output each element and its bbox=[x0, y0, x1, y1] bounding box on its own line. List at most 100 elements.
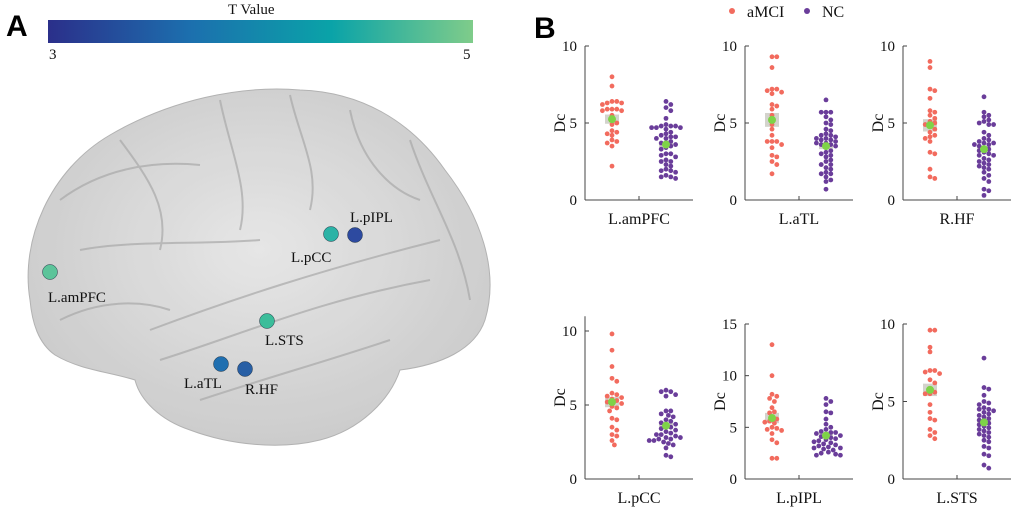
mean-marker bbox=[768, 115, 776, 124]
data-point-nc bbox=[673, 123, 678, 129]
brain-render: L.amPFC L.pCC L.pIPL L.STS L.aTL R.HF bbox=[27, 88, 491, 446]
data-point-nc bbox=[981, 414, 987, 420]
data-point-nc bbox=[991, 152, 996, 158]
data-point-nc bbox=[658, 426, 664, 432]
data-point-nc bbox=[663, 166, 669, 172]
data-point-nc bbox=[658, 132, 664, 138]
data-point-amci bbox=[614, 120, 620, 126]
data-point-amci bbox=[614, 427, 620, 433]
data-point-amci bbox=[609, 432, 615, 437]
data-point-nc bbox=[668, 168, 674, 174]
data-point-nc bbox=[663, 126, 669, 132]
data-point-nc bbox=[981, 156, 987, 161]
data-point-nc bbox=[673, 176, 678, 181]
data-point-amci bbox=[922, 391, 928, 397]
y-tick-label: 5 bbox=[730, 420, 738, 436]
data-point-nc bbox=[678, 125, 683, 131]
data-point-nc bbox=[986, 430, 992, 435]
data-point-amci bbox=[932, 368, 938, 373]
data-point-nc bbox=[670, 442, 676, 448]
mean-marker bbox=[822, 142, 830, 151]
brain-node bbox=[347, 227, 363, 243]
data-point-amci bbox=[769, 65, 775, 70]
panel-b-label: B bbox=[534, 12, 556, 45]
data-point-nc bbox=[663, 417, 669, 423]
data-point-amci bbox=[604, 393, 610, 399]
data-point-nc bbox=[668, 174, 674, 180]
data-point-amci bbox=[772, 420, 777, 426]
data-point-amci bbox=[927, 174, 933, 180]
data-point-nc bbox=[823, 402, 829, 407]
data-point-nc bbox=[658, 411, 664, 417]
data-point-nc bbox=[668, 129, 674, 135]
data-point-amci bbox=[772, 399, 777, 404]
data-point-nc bbox=[981, 129, 987, 135]
data-point-amci bbox=[779, 428, 784, 433]
data-point-amci bbox=[927, 349, 933, 355]
data-point-amci bbox=[774, 425, 780, 431]
data-point-amci bbox=[927, 65, 933, 70]
data-point-nc bbox=[828, 430, 834, 435]
y-tick-label: 5 bbox=[730, 116, 738, 132]
data-point-amci bbox=[774, 54, 780, 60]
data-point-nc bbox=[673, 392, 678, 398]
data-point-amci bbox=[932, 115, 938, 121]
data-point-nc bbox=[821, 441, 826, 447]
data-point-amci bbox=[614, 433, 620, 439]
data-point-nc bbox=[986, 117, 992, 123]
mean-marker bbox=[608, 398, 616, 407]
data-point-nc bbox=[838, 445, 843, 451]
data-point-nc bbox=[818, 450, 824, 456]
data-point-nc bbox=[986, 179, 992, 184]
data-point-amci bbox=[927, 402, 933, 407]
data-point-nc bbox=[661, 439, 666, 445]
data-point-amci bbox=[774, 162, 780, 167]
y-tick-label: 5 bbox=[570, 116, 578, 132]
y-tick-label: 10 bbox=[562, 39, 577, 55]
data-point-nc bbox=[981, 385, 987, 390]
data-point-nc bbox=[654, 432, 659, 437]
y-axis-label: Dc bbox=[870, 392, 887, 411]
brain-node-label: L.aTL bbox=[184, 376, 222, 392]
data-point-nc bbox=[823, 179, 829, 184]
data-point-nc bbox=[818, 137, 824, 143]
data-point-nc bbox=[986, 434, 992, 440]
data-point-nc bbox=[986, 453, 992, 459]
data-point-amci bbox=[614, 106, 620, 112]
data-point-amci bbox=[609, 106, 615, 112]
data-point-nc bbox=[668, 163, 674, 169]
data-point-amci bbox=[764, 427, 770, 432]
data-point-nc bbox=[816, 438, 822, 444]
data-point-amci bbox=[927, 427, 933, 432]
data-point-amci bbox=[604, 100, 610, 106]
data-point-nc bbox=[828, 109, 834, 115]
data-point-nc bbox=[823, 109, 829, 115]
data-point-amci bbox=[932, 88, 938, 94]
data-point-amci bbox=[922, 136, 928, 141]
data-point-nc bbox=[986, 386, 992, 392]
y-tick-label: 5 bbox=[888, 395, 896, 411]
data-point-nc bbox=[986, 445, 992, 451]
data-point-nc bbox=[986, 151, 992, 157]
data-point-nc bbox=[838, 452, 843, 458]
data-point-nc bbox=[654, 125, 659, 131]
data-point-amci bbox=[609, 364, 615, 369]
data-point-amci bbox=[614, 99, 620, 104]
x-axis-label: L.STS bbox=[936, 490, 977, 507]
data-point-amci bbox=[927, 416, 933, 421]
data-point-amci bbox=[932, 430, 938, 435]
data-point-nc bbox=[654, 136, 659, 141]
data-point-nc bbox=[663, 445, 669, 451]
data-point-nc bbox=[658, 389, 664, 395]
data-point-nc bbox=[823, 174, 829, 180]
data-point-amci bbox=[927, 327, 933, 333]
data-point-amci bbox=[927, 86, 933, 92]
data-point-amci bbox=[932, 417, 938, 423]
data-point-nc bbox=[823, 169, 829, 175]
data-point-nc bbox=[673, 433, 678, 439]
legend-marker bbox=[804, 8, 810, 14]
data-point-nc bbox=[991, 140, 996, 146]
data-point-nc bbox=[811, 445, 817, 451]
data-point-nc bbox=[668, 389, 674, 395]
